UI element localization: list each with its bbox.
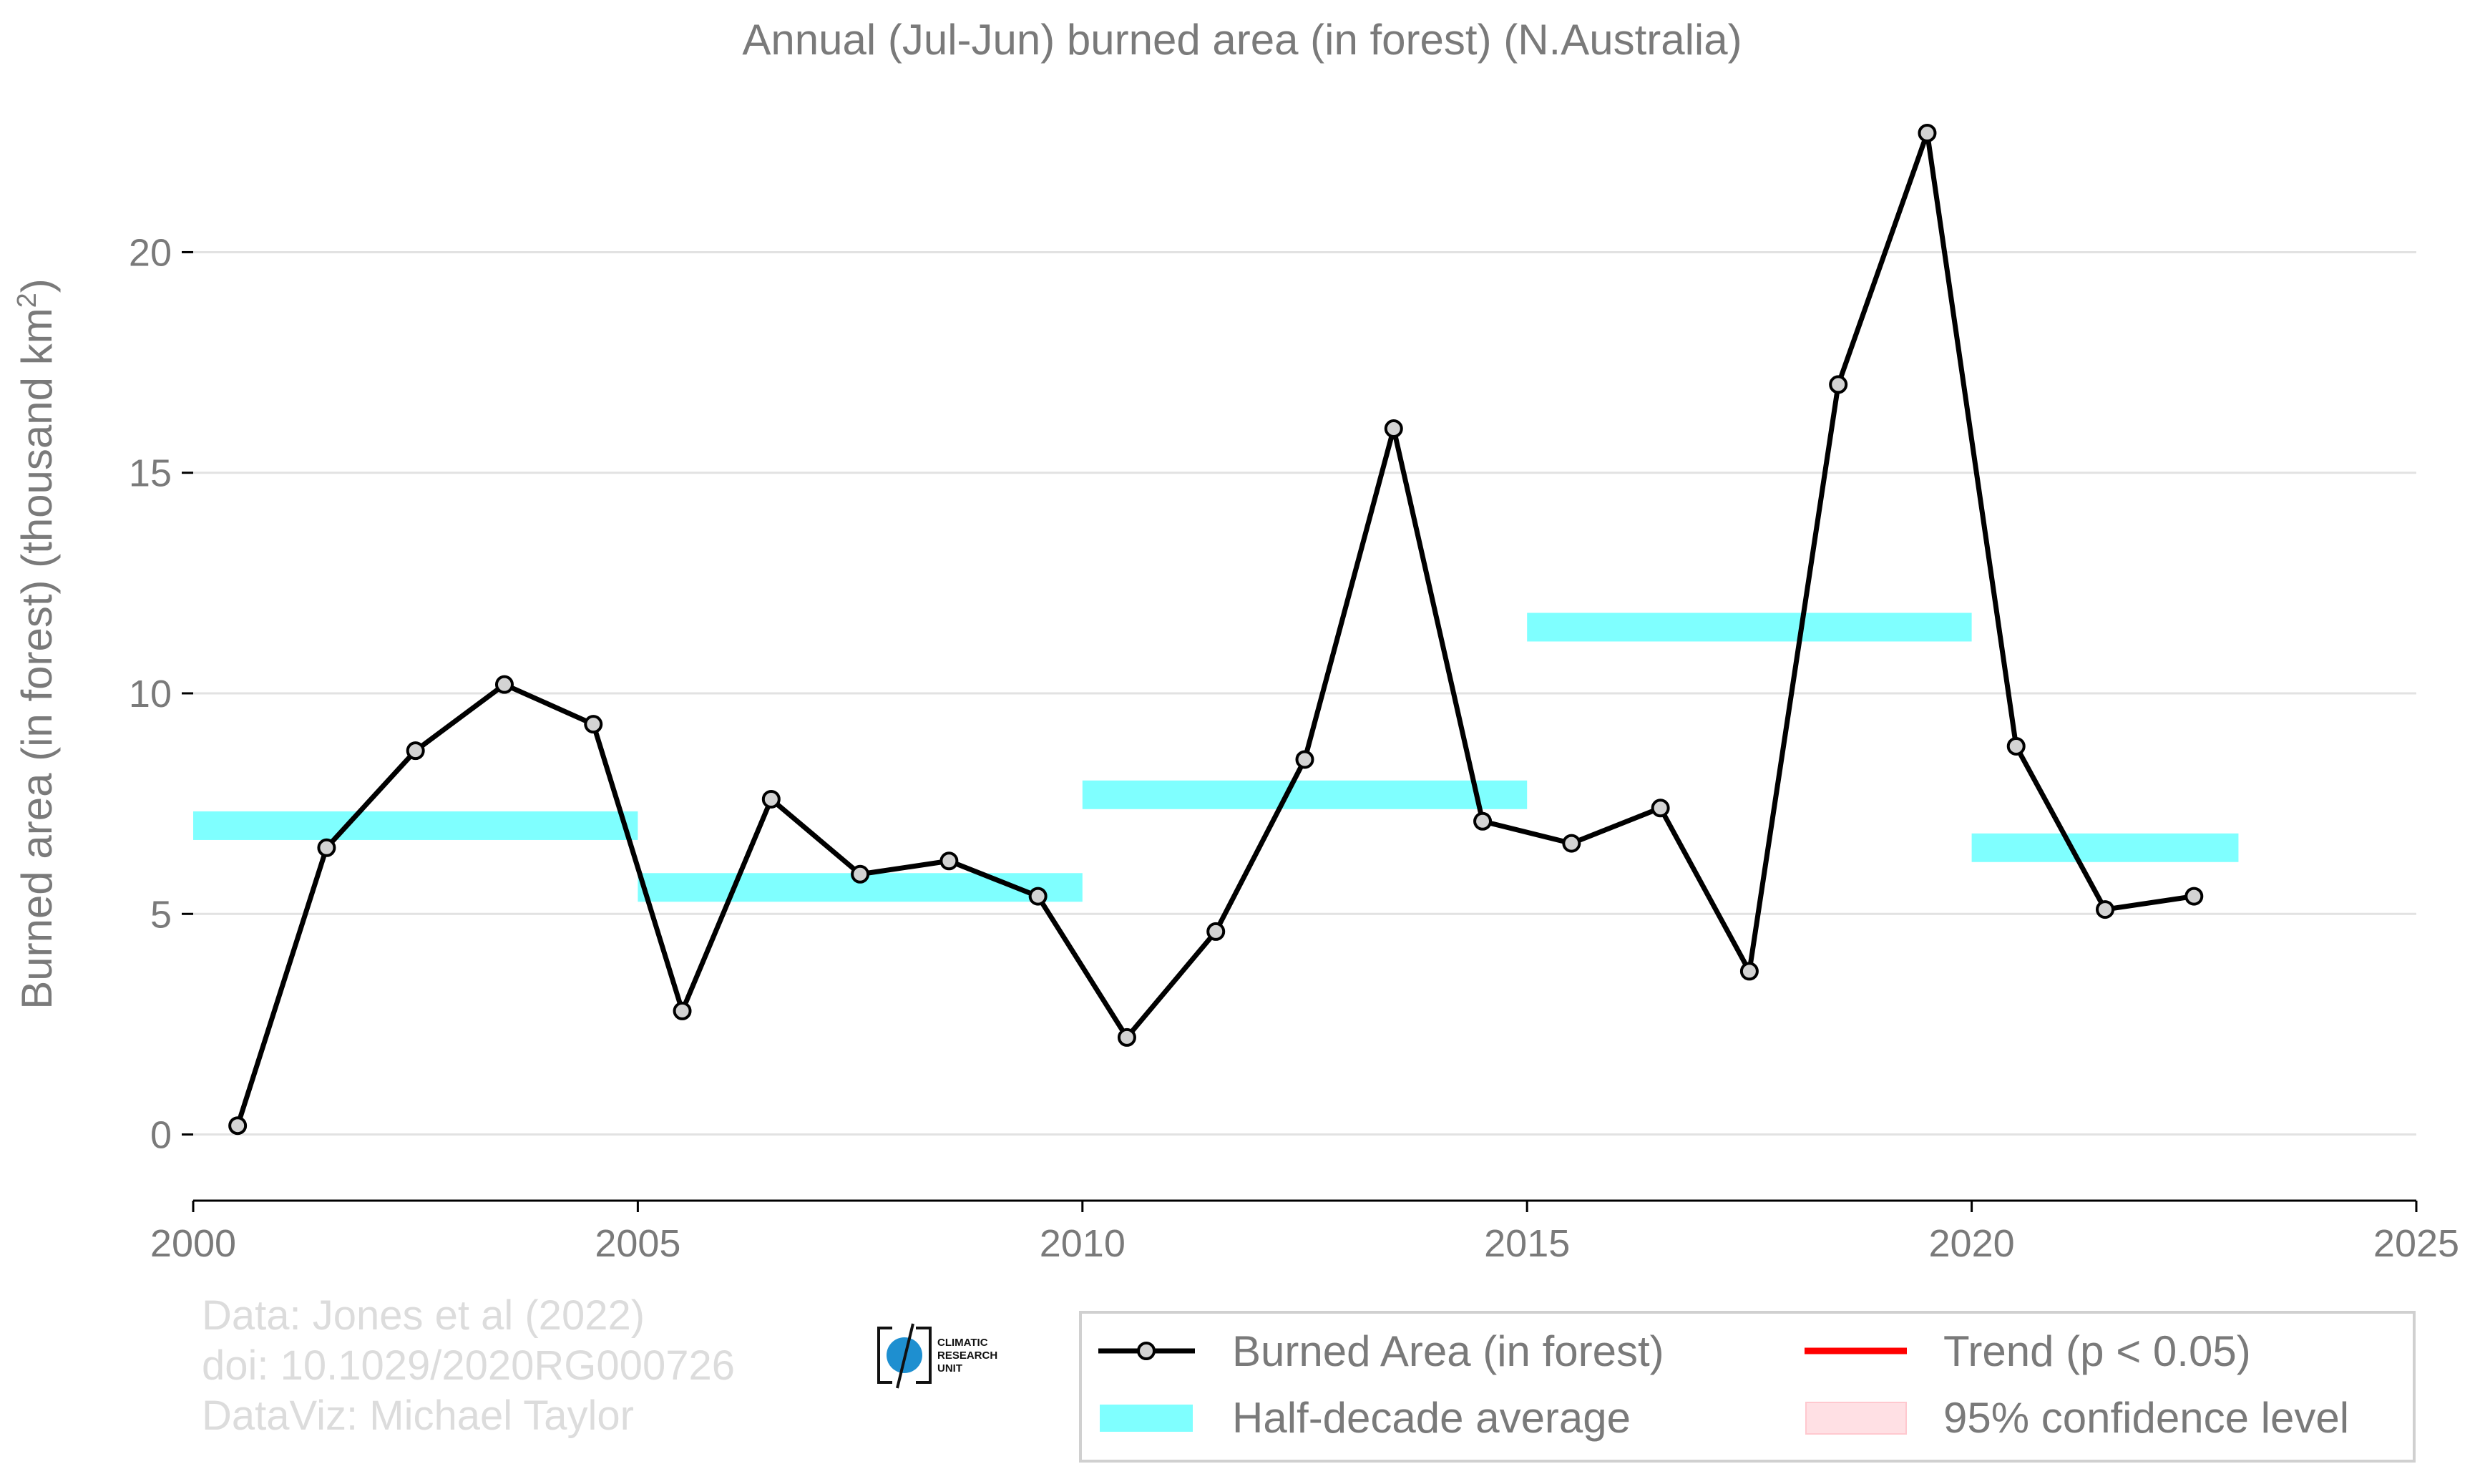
data-point-2020 [2006,736,2026,756]
logo-line-1: CLIMATIC [937,1337,988,1349]
data-point-2022 [2184,887,2204,906]
x-tick-label-2015: 2015 [1484,1222,1570,1265]
data-point-2016 [1651,799,1670,818]
legend-label-burned: Burned Area (in forest) [1232,1327,1664,1375]
data-point-2011 [1206,922,1226,941]
data-point-2012 [1295,750,1314,769]
half-decade-bar-4 [1971,833,2239,862]
data-point-2004 [584,715,603,734]
legend-label-trend: Trend (p < 0.05) [1943,1327,2251,1375]
logo-line-3: UNIT [937,1362,962,1375]
data-point-2013 [1384,419,1403,439]
half-decade-bar-3 [1527,612,1972,642]
legend-label-confidence: 95% confidence level [1943,1394,2349,1442]
logo-bracket-left [877,1327,892,1384]
legend-swatch-confidence [1805,1402,1907,1435]
y-tick-label-10: 10 [129,673,172,716]
data-point-2014 [1473,811,1493,831]
chart-title: Annual (Jul-Jun) burned area (in forest)… [742,16,1742,64]
half-decade-bar-2 [1082,780,1528,809]
data-point-2002 [406,741,425,761]
y-tick-label-5: 5 [150,893,172,936]
data-point-2008 [939,851,959,871]
data-point-2017 [1739,962,1759,981]
data-point-2006 [761,789,781,809]
burned-area-series [228,123,2204,1136]
y-axis-label-sup: 2 [12,293,42,308]
y-tick-label-0: 0 [150,1114,172,1157]
data-point-2018 [1829,375,1848,394]
legend-label-half-decade: Half-decade average [1232,1394,1631,1442]
data-point-2000 [228,1116,248,1136]
legend-marker-burned [1137,1342,1156,1360]
credits: Data: Jones et al (2022) doi: 10.1029/20… [202,1292,735,1439]
credit-data: Data: Jones et al (2022) [202,1292,645,1339]
logo-slash [896,1323,914,1389]
data-point-2005 [673,1001,692,1020]
x-tick-label-2005: 2005 [595,1222,680,1265]
logo-line-2: RESEARCH [937,1349,997,1362]
credit-dataviz: DataViz: Michael Taylor [202,1392,634,1439]
half-decade-averages [193,612,2239,902]
data-point-2015 [1562,834,1581,853]
data-point-2019 [1918,123,1937,142]
data-point-2007 [851,864,870,884]
data-point-2009 [1028,887,1048,906]
y-tick-label-15: 15 [129,452,172,495]
x-axis: 2000 2005 2010 2015 2020 2025 [150,1199,2459,1265]
x-tick-label-2025: 2025 [2373,1222,2459,1265]
legend: Burned Area (in forest) Half-decade aver… [1079,1311,2416,1463]
data-point-2010 [1117,1027,1136,1047]
x-tick-label-2010: 2010 [1040,1222,1126,1265]
cru-logo: CLIMATIC RESEARCH UNIT [877,1323,997,1389]
data-point-2001 [317,838,336,857]
logo-bracket-right [916,1327,932,1384]
y-axis-ticks: 0 5 10 15 20 [129,231,193,1157]
data-point-2021 [2096,900,2115,919]
legend-box [1079,1311,2416,1463]
credit-doi: doi: 10.1029/2020RG000726 [202,1342,735,1389]
y-tick-label-20: 20 [129,231,172,274]
legend-swatch-half-decade [1100,1405,1193,1432]
y-axis-label: Burned area (in forest) (thousand km2) [12,278,61,1010]
y-axis-label-end: ) [13,278,61,293]
grid-lines [193,250,2416,1136]
x-tick-label-2000: 2000 [150,1222,236,1265]
half-decade-bar-0 [193,811,638,840]
x-tick-label-2020: 2020 [1929,1222,2015,1265]
y-axis-label-main: Burned area (in forest) (thousand km [13,308,61,1009]
data-point-2003 [494,675,514,694]
